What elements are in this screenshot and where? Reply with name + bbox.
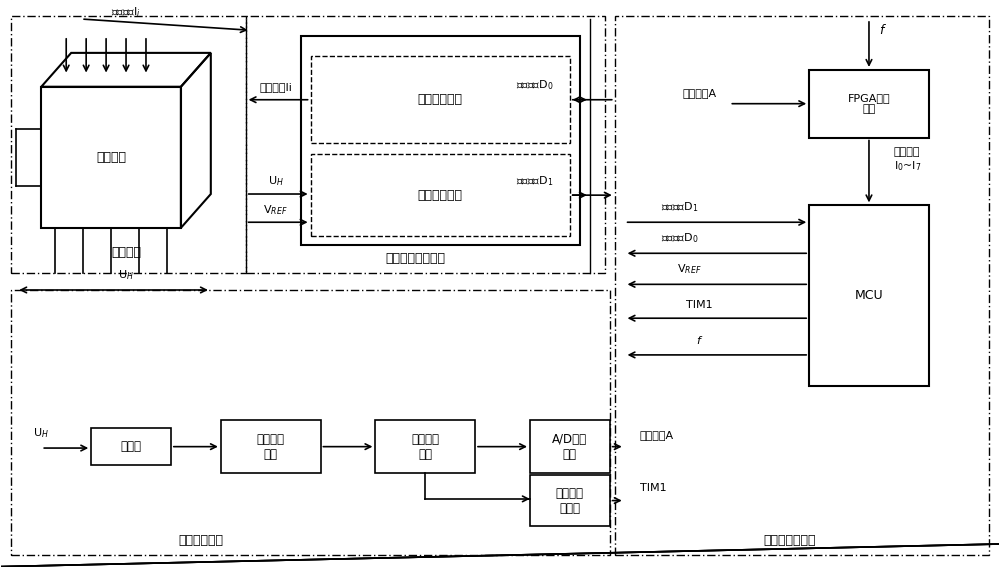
Text: 电流切换电路: 电流切换电路 [418,93,463,106]
Text: V$_{REF}$: V$_{REF}$ [677,262,702,276]
Text: 电平信号D$_1$: 电平信号D$_1$ [661,200,698,214]
Text: U$_H$: U$_H$ [118,268,134,282]
Text: $f$: $f$ [696,335,703,346]
Text: 激励电流控制电路: 激励电流控制电路 [385,252,445,265]
Text: TIM1: TIM1 [686,300,713,310]
Text: FPGA解码
模块: FPGA解码 模块 [848,93,890,115]
Text: 霍尔元件: 霍尔元件 [96,151,126,164]
Text: 电压对比电路: 电压对比电路 [418,189,463,202]
Text: 整流、滤
波模块: 整流、滤 波模块 [556,487,584,515]
Text: 解码及主控模块: 解码及主控模块 [763,534,815,547]
Text: 激励电流I$_i$: 激励电流I$_i$ [111,5,141,19]
Text: U$_H$: U$_H$ [268,174,284,189]
Text: 电平信号D$_1$: 电平信号D$_1$ [516,174,554,189]
Text: TIM1: TIM1 [640,483,666,493]
Text: 霍尔元件: 霍尔元件 [111,246,141,259]
Text: MCU: MCU [855,289,883,302]
Text: 前端信号处理: 前端信号处理 [178,534,223,547]
Text: 数字信号A: 数字信号A [682,88,717,98]
Text: 预放大: 预放大 [121,440,142,453]
Text: 激励电流Ii: 激励电流Ii [259,82,292,93]
Text: 控制信号D$_0$: 控制信号D$_0$ [661,231,698,245]
Text: V$_{REF}$: V$_{REF}$ [263,203,288,216]
Text: $f$: $f$ [879,23,887,37]
Text: 信号滤波
处理: 信号滤波 处理 [257,433,285,461]
Text: A/D处理
模块: A/D处理 模块 [552,433,587,461]
Text: 多级放大
处理: 多级放大 处理 [411,433,439,461]
Text: 控制信号D$_0$: 控制信号D$_0$ [516,78,554,93]
Text: 数字信号A: 数字信号A [640,429,674,440]
Text: U$_H$: U$_H$ [33,426,49,440]
Text: 解码信号
I$_0$~I$_7$: 解码信号 I$_0$~I$_7$ [894,147,922,173]
